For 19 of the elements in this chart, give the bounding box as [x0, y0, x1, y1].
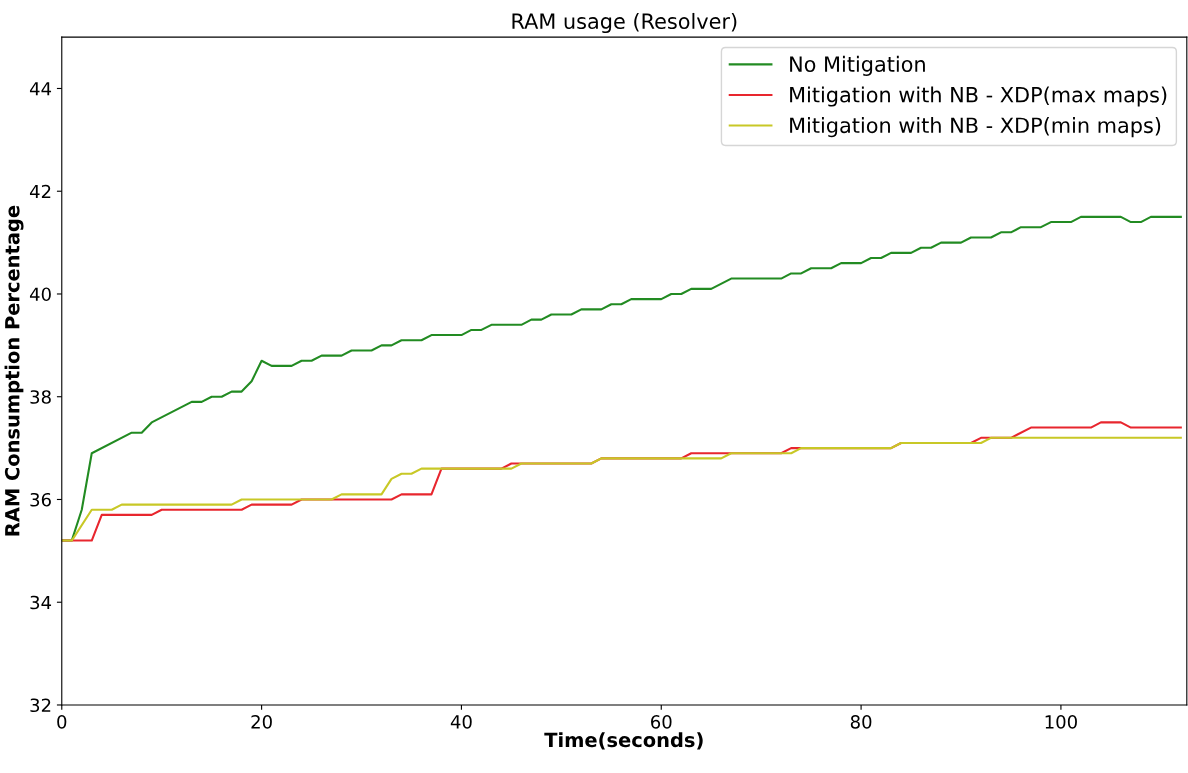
x-axis-title: Time(seconds): [544, 732, 703, 750]
y-tick-label: 38: [30, 390, 51, 404]
y-tick-label: 44: [29, 82, 52, 96]
x-tick-label: 60: [651, 715, 672, 729]
y-tick-label: 42: [29, 184, 51, 199]
legend-label: No Mitigation: [790, 55, 925, 77]
x-tick-label: 100: [1045, 715, 1077, 729]
x-tick-label: 40: [450, 715, 472, 729]
y-tick-label: 32: [30, 698, 51, 713]
y-tick-label: 36: [30, 492, 51, 507]
x-tick-label: 80: [850, 715, 872, 729]
legend-label: Mitigation with NB - XDP(max maps): [790, 86, 1167, 107]
y-axis-title: RAM Consumption Percentage: [4, 205, 24, 536]
y-tick-label: 40: [29, 287, 51, 302]
y-tick-label: 34: [30, 595, 52, 610]
chart-title: RAM usage (Resolver): [512, 12, 737, 34]
legend-label: Mitigation with NB - XDP(min maps): [790, 117, 1161, 138]
x-tick-label: 0: [57, 715, 67, 729]
x-tick-label: 20: [251, 715, 272, 729]
